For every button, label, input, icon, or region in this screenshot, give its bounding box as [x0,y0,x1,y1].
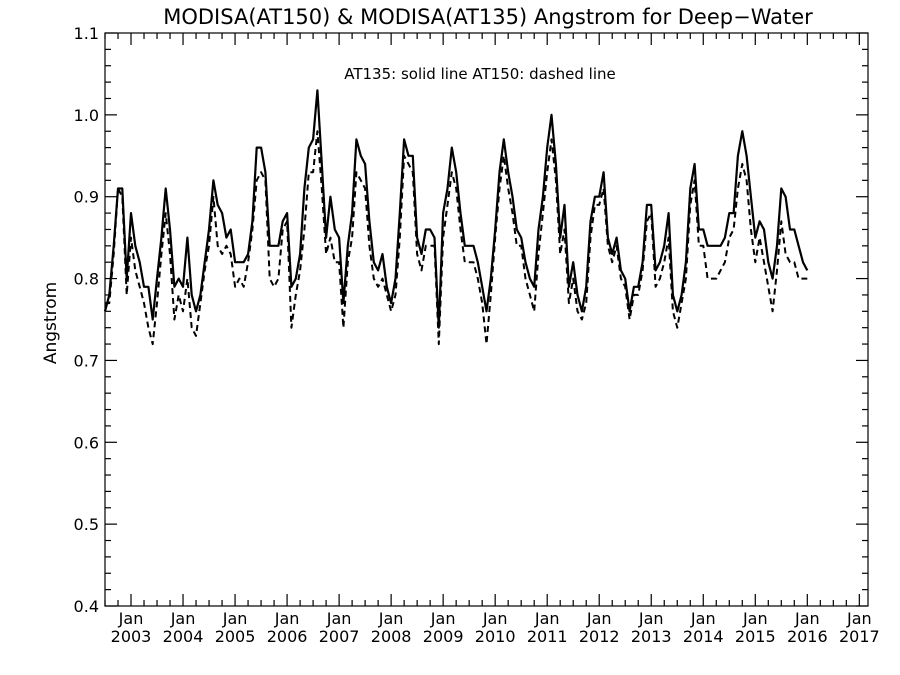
x-tick-label-year: 2016 [787,627,828,646]
series-layer [103,89,809,346]
x-tick-label-month: Jan [118,609,144,628]
x-tick-label-month: Jan [638,609,664,628]
y-tick-label: 0.8 [74,270,99,289]
x-tick-label-year: 2006 [267,627,308,646]
x-tick-label-year: 2013 [631,627,672,646]
x-tick-label-month: Jan [326,609,352,628]
x-tick-label-month: Jan [846,609,872,628]
x-tick-label-year: 2005 [215,627,256,646]
y-tick-label: 0.9 [74,188,99,207]
x-tick-label-month: Jan [378,609,404,628]
x-tick-label-month: Jan [794,609,820,628]
x-tick-label-year: 2017 [839,627,880,646]
x-tick-label-year: 2014 [683,627,724,646]
x-tick-label-year: 2008 [371,627,412,646]
y-tick-label: 1.1 [74,24,99,43]
x-tick-label-month: Jan [742,609,768,628]
x-tick-label-month: Jan [430,609,456,628]
y-tick-label: 0.6 [74,433,99,452]
x-tick-label-month: Jan [690,609,716,628]
x-tick-label-month: Jan [170,609,196,628]
chart-title: MODISA(AT150) & MODISA(AT135) Angstrom f… [163,5,813,29]
x-tick-label-year: 2004 [163,627,204,646]
y-axis-label: Angstrom [41,282,61,364]
x-tick-label-year: 2010 [475,627,516,646]
x-tick-label-month: Jan [586,609,612,628]
y-tick-label: 0.5 [74,515,99,534]
y-tick-label: 1.0 [74,106,99,125]
series-line-solid [103,89,809,329]
y-tick-label: 0.4 [74,597,99,616]
x-tick-label-month: Jan [222,609,248,628]
x-tick-label-year: 2015 [735,627,776,646]
x-tick-label-month: Jan [274,609,300,628]
x-tick-label-year: 2011 [527,627,568,646]
x-axis-ticks: Jan2003Jan2004Jan2005Jan2006Jan2007Jan20… [104,33,880,646]
x-tick-label-year: 2012 [579,627,620,646]
x-tick-label-month: Jan [482,609,508,628]
x-tick-label-year: 2003 [111,627,152,646]
y-axis-ticks: 0.4 0.5 0.6 0.7 0.8 0.9 1.0 1.1 [74,24,868,616]
x-tick-label-month: Jan [534,609,560,628]
y-tick-label: 0.7 [74,351,99,370]
plot-frame [104,32,869,607]
x-tick-label-year: 2009 [423,627,464,646]
legend-annotation: AT135: solid line AT150: dashed line [344,65,616,83]
x-tick-label-year: 2007 [319,627,360,646]
series-line-dashed [105,130,808,346]
